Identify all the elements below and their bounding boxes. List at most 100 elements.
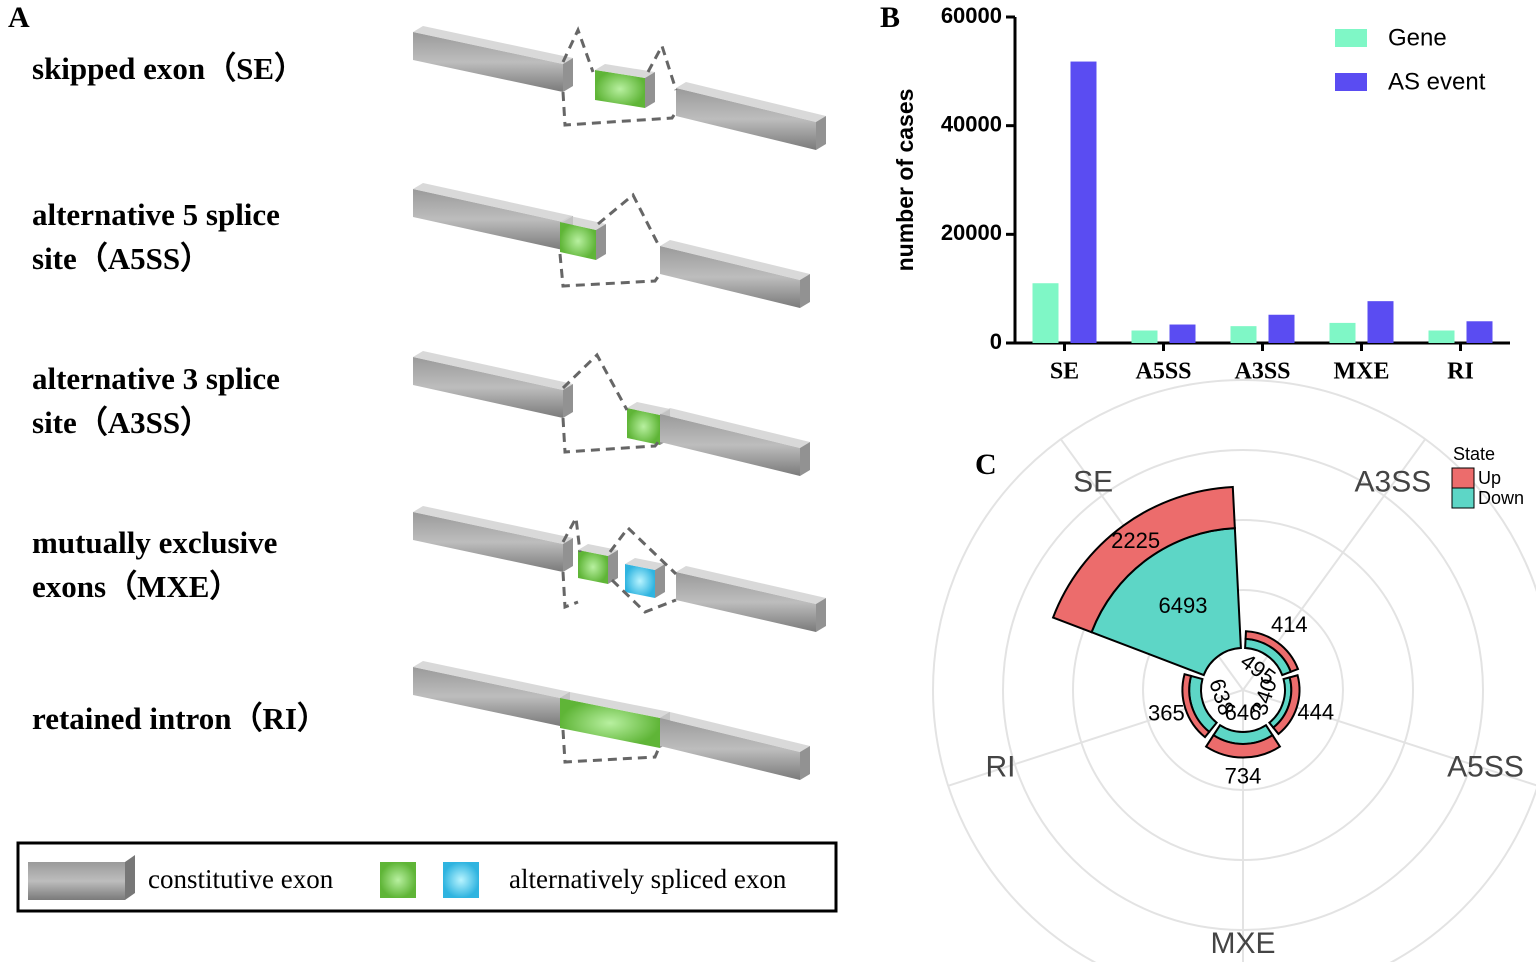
bar	[1367, 301, 1394, 343]
splice-line	[558, 253, 662, 288]
data-label: 444	[1297, 699, 1334, 724]
exon-end	[608, 550, 618, 584]
exon-end	[563, 538, 573, 572]
y-axis-label: number of cases	[892, 89, 918, 272]
bar	[1230, 326, 1257, 343]
splice-line	[561, 417, 662, 454]
exon-top	[660, 408, 810, 448]
exon-end	[563, 384, 573, 418]
exon	[413, 512, 563, 572]
legend-label: AS event	[1388, 68, 1486, 95]
legend-exon	[380, 862, 416, 898]
x-tick-label: RI	[1447, 359, 1474, 385]
legend-label: Gene	[1388, 24, 1447, 51]
data-label: 6493	[1159, 593, 1208, 618]
category-label: MXE	[1210, 927, 1275, 960]
splice-line	[561, 26, 595, 73]
exon-end	[596, 224, 606, 260]
splice-line	[561, 571, 579, 610]
exon	[578, 550, 608, 584]
exon-end	[800, 746, 810, 780]
splice-line	[561, 352, 629, 411]
exon	[660, 718, 800, 780]
x-tick-label: A5SS	[1135, 359, 1191, 385]
splice-line	[597, 192, 662, 249]
exon-top	[578, 544, 618, 556]
data-label: 414	[1271, 612, 1308, 637]
splice-line	[608, 525, 678, 576]
exon-top	[413, 26, 573, 64]
data-label: 2225	[1111, 528, 1160, 553]
bar	[1428, 330, 1455, 343]
exon	[595, 70, 645, 108]
exon	[627, 408, 660, 445]
exon	[660, 246, 800, 308]
exon-top	[625, 558, 665, 570]
exon-top	[560, 692, 670, 718]
exon-top	[627, 402, 670, 415]
exon-top	[676, 82, 826, 122]
exon-end	[645, 72, 655, 108]
panel-label: C	[975, 448, 997, 481]
y-tick-label: 0	[990, 329, 1002, 354]
legend-title: State	[1453, 444, 1495, 464]
category-label: A3SS	[1355, 466, 1432, 499]
legend-exon	[28, 862, 125, 900]
exon-top	[560, 216, 606, 230]
bar	[1131, 330, 1158, 343]
exon-end	[655, 564, 665, 598]
exon	[625, 564, 655, 598]
data-label: 734	[1225, 763, 1262, 788]
exon-top	[660, 240, 810, 280]
grid-circle	[932, 379, 1536, 962]
y-tick-label: 40000	[941, 111, 1002, 136]
data-label: 638	[1204, 676, 1239, 719]
legend-box	[16, 841, 838, 913]
x-tick-label: SE	[1050, 359, 1079, 385]
splice-type-label: skipped exon（SE）	[32, 51, 305, 86]
splice-type-label: mutually exclusive	[32, 525, 277, 560]
rose-segment	[1271, 674, 1301, 736]
exon	[413, 32, 563, 92]
exon-end	[816, 116, 826, 150]
exon	[413, 189, 563, 250]
splice-line	[561, 729, 660, 764]
exon-top	[413, 661, 570, 698]
splice-type-label: exons（MXE）	[32, 569, 240, 604]
exon-top	[413, 506, 573, 544]
category-label: A5SS	[1447, 751, 1524, 784]
rose-segment	[1244, 630, 1300, 674]
bar	[1169, 324, 1196, 343]
bar	[1032, 283, 1059, 343]
category-label: SE	[1073, 466, 1113, 499]
rose-segment	[1051, 485, 1236, 634]
exon-top	[413, 183, 573, 222]
legend-swatch	[1335, 73, 1367, 91]
splice-type-label: site（A3SS）	[32, 405, 211, 440]
exon-end	[800, 442, 810, 476]
exon	[676, 88, 816, 150]
exon-end	[800, 274, 810, 308]
y-tick-label: 60000	[941, 3, 1002, 28]
panel-label: A	[8, 1, 30, 34]
exon	[560, 222, 596, 260]
legend-swatch	[1451, 487, 1475, 509]
exon	[413, 667, 560, 726]
rose-segment	[1181, 672, 1211, 739]
x-tick-label: MXE	[1334, 359, 1390, 385]
legend-label: Down	[1478, 488, 1524, 508]
legend-exon	[443, 862, 479, 898]
data-label: 365	[1148, 701, 1185, 726]
splice-type-label: alternative 5 splice	[32, 197, 280, 232]
bar	[1070, 61, 1097, 343]
exon-top	[595, 64, 655, 78]
exon-top	[660, 712, 810, 752]
splice-type-label: site（A5SS）	[32, 241, 211, 276]
legend-exon-end	[125, 855, 135, 900]
splice-line	[610, 578, 677, 614]
rose-segment	[1204, 733, 1282, 759]
exon-top	[413, 351, 573, 390]
panel-a: skipped exon（SE） alternative 5 splice site…	[16, 26, 838, 913]
